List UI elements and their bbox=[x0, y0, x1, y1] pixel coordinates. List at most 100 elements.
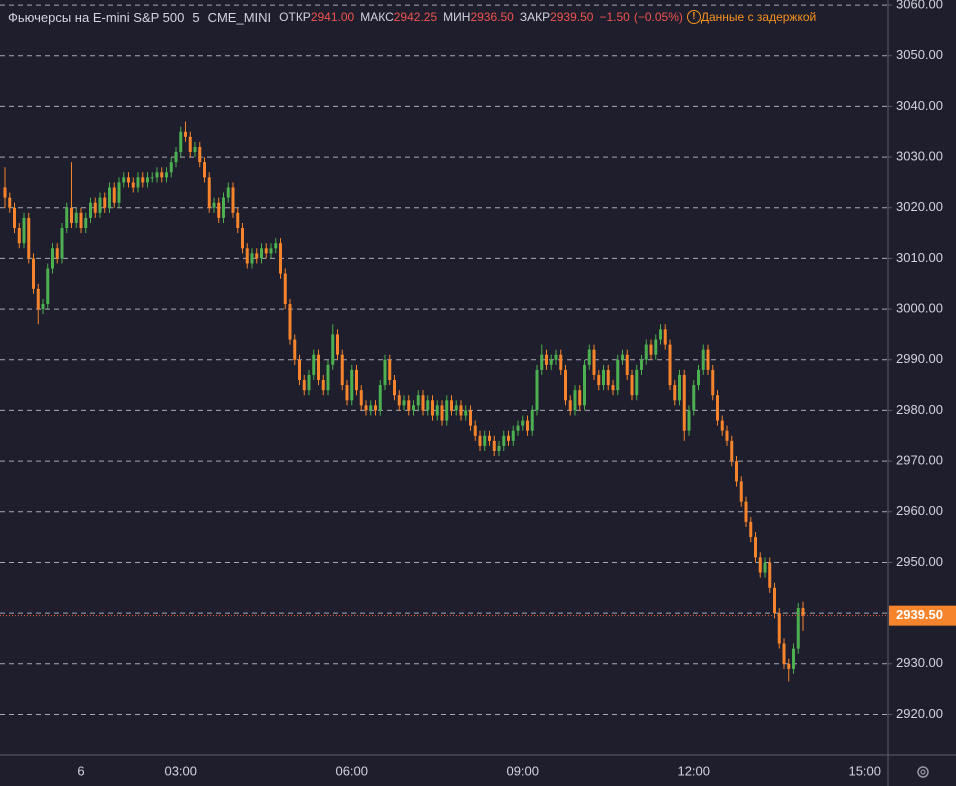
candle-body bbox=[312, 354, 316, 375]
candle-body bbox=[222, 197, 225, 218]
candle-body bbox=[264, 248, 268, 254]
candle-body bbox=[298, 359, 301, 381]
candle-body bbox=[393, 380, 396, 396]
y-tick-label: 3000.00 bbox=[896, 301, 943, 316]
candle-body bbox=[260, 248, 263, 259]
stat-label: ЗАКР bbox=[519, 10, 551, 24]
candle-body bbox=[469, 410, 472, 426]
candle-body bbox=[141, 177, 145, 183]
stat-value: 2942.25 bbox=[393, 10, 438, 24]
chart-header: Фьючерсы на E-mini S&P 500 5 CME_MINI ОТ… bbox=[0, 8, 816, 26]
candle-body bbox=[716, 395, 719, 421]
candle-body bbox=[326, 364, 330, 391]
candle-body bbox=[46, 268, 50, 305]
candle-body bbox=[212, 202, 216, 208]
candle-body bbox=[364, 405, 368, 411]
candle-body bbox=[340, 354, 344, 386]
x-tick-label: 15:00 bbox=[848, 763, 881, 778]
candle-body bbox=[473, 425, 477, 436]
candle-body bbox=[60, 228, 64, 259]
x-tick-label: 6 bbox=[77, 763, 84, 778]
candle-body bbox=[188, 136, 192, 153]
delay-notice[interactable]: Данные с задержкой bbox=[700, 10, 817, 24]
candle-body bbox=[41, 304, 45, 310]
candle-body bbox=[74, 212, 78, 223]
candle-body bbox=[754, 537, 757, 558]
candle-body bbox=[573, 390, 577, 411]
candle-body bbox=[146, 177, 149, 183]
candle-body bbox=[720, 420, 724, 431]
candle-body bbox=[412, 405, 415, 411]
candle-body bbox=[93, 202, 97, 213]
candle-body bbox=[540, 354, 544, 370]
candle-body bbox=[131, 182, 135, 188]
candle-body bbox=[169, 162, 173, 173]
candle-body bbox=[459, 405, 463, 416]
candle-body bbox=[782, 643, 786, 664]
change-value: −1.50 bbox=[599, 10, 630, 24]
candle-body bbox=[668, 344, 672, 386]
candle-body bbox=[597, 374, 601, 386]
y-tick-label: 2930.00 bbox=[896, 655, 943, 670]
candle-body bbox=[51, 248, 54, 269]
y-tick-label: 3060.00 bbox=[896, 0, 943, 12]
stat-label: ОТКР bbox=[279, 10, 311, 24]
candle-body bbox=[606, 369, 610, 386]
candle-body bbox=[497, 445, 501, 451]
stat-label: МИН bbox=[443, 10, 471, 24]
candle-body bbox=[692, 385, 696, 411]
candle-body bbox=[241, 228, 244, 249]
candle-body bbox=[644, 344, 648, 360]
candle-body bbox=[269, 248, 273, 254]
candle-body bbox=[127, 177, 130, 183]
candle-body bbox=[226, 187, 230, 198]
candle-body bbox=[749, 521, 753, 538]
candle-body bbox=[611, 385, 615, 391]
candle-body bbox=[236, 212, 240, 229]
candle-body bbox=[184, 131, 187, 137]
candle-body bbox=[17, 228, 21, 244]
candle-body bbox=[103, 197, 107, 208]
candle-body bbox=[165, 172, 168, 178]
candle-body bbox=[3, 187, 7, 198]
candle-body bbox=[725, 430, 729, 441]
candle-body bbox=[112, 187, 116, 203]
candle-body bbox=[773, 587, 776, 614]
stat-value: 2936.50 bbox=[470, 10, 514, 24]
candle-body bbox=[730, 440, 734, 462]
candle-body bbox=[22, 217, 26, 244]
x-tick-label: 06:00 bbox=[335, 763, 368, 778]
candle-body bbox=[559, 354, 563, 370]
candle-body bbox=[516, 425, 520, 431]
candle-body bbox=[450, 400, 453, 411]
settings-gear[interactable] bbox=[917, 766, 929, 778]
candle-body bbox=[388, 359, 392, 381]
candle-body bbox=[488, 435, 491, 441]
candle-body bbox=[207, 177, 211, 208]
candle-body bbox=[198, 146, 202, 163]
exchange: CME_MINI bbox=[207, 9, 272, 25]
candle-body bbox=[526, 420, 529, 431]
candle-body bbox=[383, 359, 387, 386]
candle-body bbox=[250, 253, 254, 264]
candle-body bbox=[302, 380, 306, 391]
y-tick-label: 3050.00 bbox=[896, 47, 943, 62]
candle-body bbox=[397, 395, 401, 406]
candle-body bbox=[787, 663, 791, 669]
candle-body bbox=[483, 435, 487, 446]
candle-body bbox=[435, 405, 439, 416]
candle-body bbox=[378, 385, 382, 411]
symbol-title: Фьючерсы на E-mini S&P 500 bbox=[8, 9, 185, 25]
change-percent: (−0.05%) bbox=[633, 10, 683, 24]
candle-body bbox=[445, 400, 449, 421]
candle-body bbox=[701, 349, 705, 370]
candle-body bbox=[98, 197, 102, 213]
stat-value: 2939.50 bbox=[550, 10, 594, 24]
candle-body bbox=[663, 329, 667, 345]
candle-body bbox=[796, 608, 800, 649]
candle-body bbox=[521, 420, 525, 426]
candle-body bbox=[321, 380, 325, 391]
candle-body bbox=[564, 369, 567, 401]
candle-body bbox=[649, 344, 653, 355]
